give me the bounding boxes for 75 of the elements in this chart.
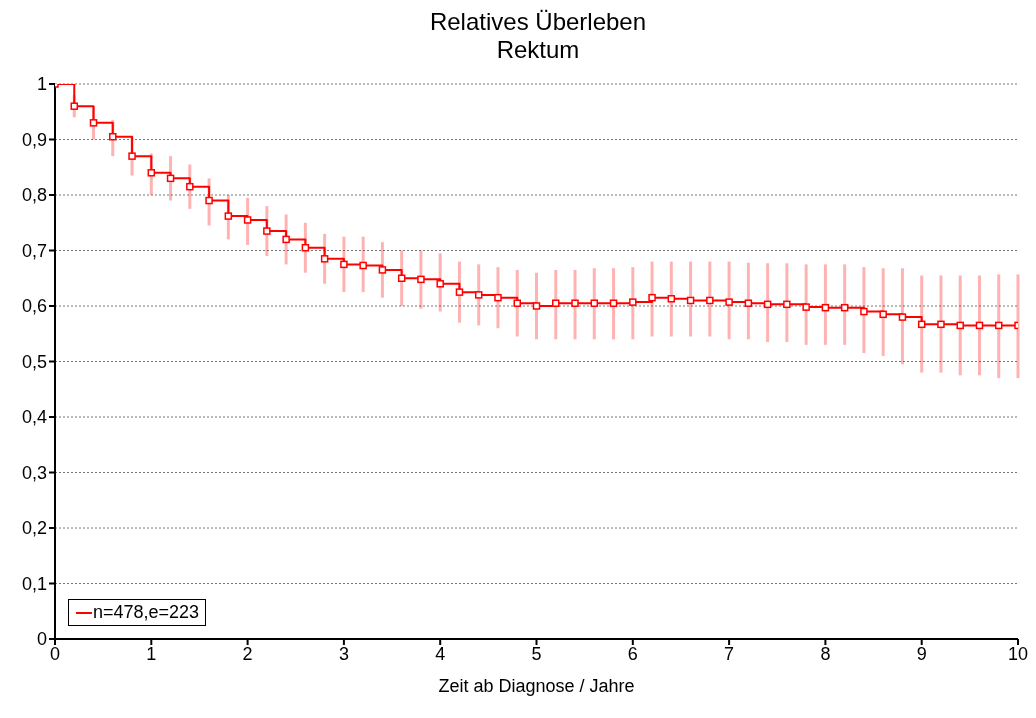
- point: [821, 303, 830, 312]
- point: [802, 303, 810, 311]
- point: [378, 266, 387, 274]
- point: [879, 310, 887, 319]
- point: [763, 300, 772, 309]
- point: [552, 299, 560, 307]
- point: [513, 299, 521, 307]
- point: [667, 295, 676, 303]
- point: [340, 260, 348, 269]
- point: [648, 293, 656, 302]
- x-tick-label: 7: [724, 643, 735, 664]
- x-tick-label: 5: [531, 643, 542, 664]
- y-tick-label: 0,9: [21, 129, 47, 150]
- point: [263, 227, 271, 235]
- point: [243, 216, 252, 224]
- point: [840, 303, 849, 312]
- point: [417, 275, 425, 284]
- chart-subtitle: Rektum: [495, 36, 581, 64]
- y-tick-label: 1: [36, 74, 47, 95]
- y-tick-label: 0,5: [21, 351, 47, 372]
- point: [147, 169, 156, 177]
- point: [474, 291, 483, 299]
- point: [128, 152, 136, 160]
- point: [532, 302, 541, 310]
- x-tick-label: 0: [49, 643, 61, 664]
- point: [994, 321, 1003, 330]
- point: [109, 132, 117, 141]
- legend-label: n=478,e=223: [93, 602, 200, 623]
- x-tick-label: 6: [627, 643, 638, 664]
- point: [571, 299, 579, 307]
- point: [186, 182, 194, 191]
- y-tick-label: 0,2: [21, 518, 47, 539]
- point: [629, 298, 637, 306]
- point: [166, 174, 175, 183]
- point: [205, 196, 213, 205]
- y-tick-label: 0,7: [21, 240, 47, 261]
- point: [975, 321, 984, 330]
- point: [956, 321, 964, 330]
- point: [301, 243, 310, 252]
- y-tick-label: 0: [36, 629, 47, 650]
- y-tick-label: 0,6: [21, 296, 47, 317]
- point: [937, 320, 945, 329]
- y-tick-label: 0,3: [21, 462, 47, 483]
- point: [282, 235, 290, 244]
- y-tick-label: 0,4: [21, 407, 47, 428]
- x-tick-label: 3: [338, 643, 349, 664]
- x-tick-label: 1: [146, 643, 157, 664]
- y-tick-label: 0,8: [21, 185, 47, 206]
- point: [224, 212, 233, 220]
- point: [359, 261, 367, 270]
- point: [436, 280, 444, 288]
- point: [494, 293, 502, 302]
- point: [320, 255, 329, 263]
- point: [898, 313, 907, 321]
- y-tick-label: 0,1: [21, 573, 47, 594]
- x-tick-label: 8: [820, 643, 831, 664]
- x-tick-label: 10: [1007, 643, 1029, 664]
- x-tick-label: 4: [435, 643, 446, 664]
- point: [744, 299, 753, 307]
- point: [686, 296, 695, 305]
- point: [917, 320, 926, 329]
- point: [860, 307, 868, 316]
- point: [706, 296, 714, 305]
- x-tick-label: 2: [242, 643, 253, 664]
- point: [89, 119, 98, 127]
- point: [70, 102, 79, 110]
- point: [590, 299, 599, 307]
- x-tick-label: 9: [916, 643, 927, 664]
- chart-title: Relatives Überleben: [428, 8, 648, 36]
- point: [725, 298, 733, 306]
- point: [397, 274, 406, 282]
- x-axis-title: Zeit ab Diagnose / Jahre: [438, 676, 635, 696]
- point: [609, 299, 618, 307]
- point: [783, 300, 791, 309]
- point: [455, 288, 464, 296]
